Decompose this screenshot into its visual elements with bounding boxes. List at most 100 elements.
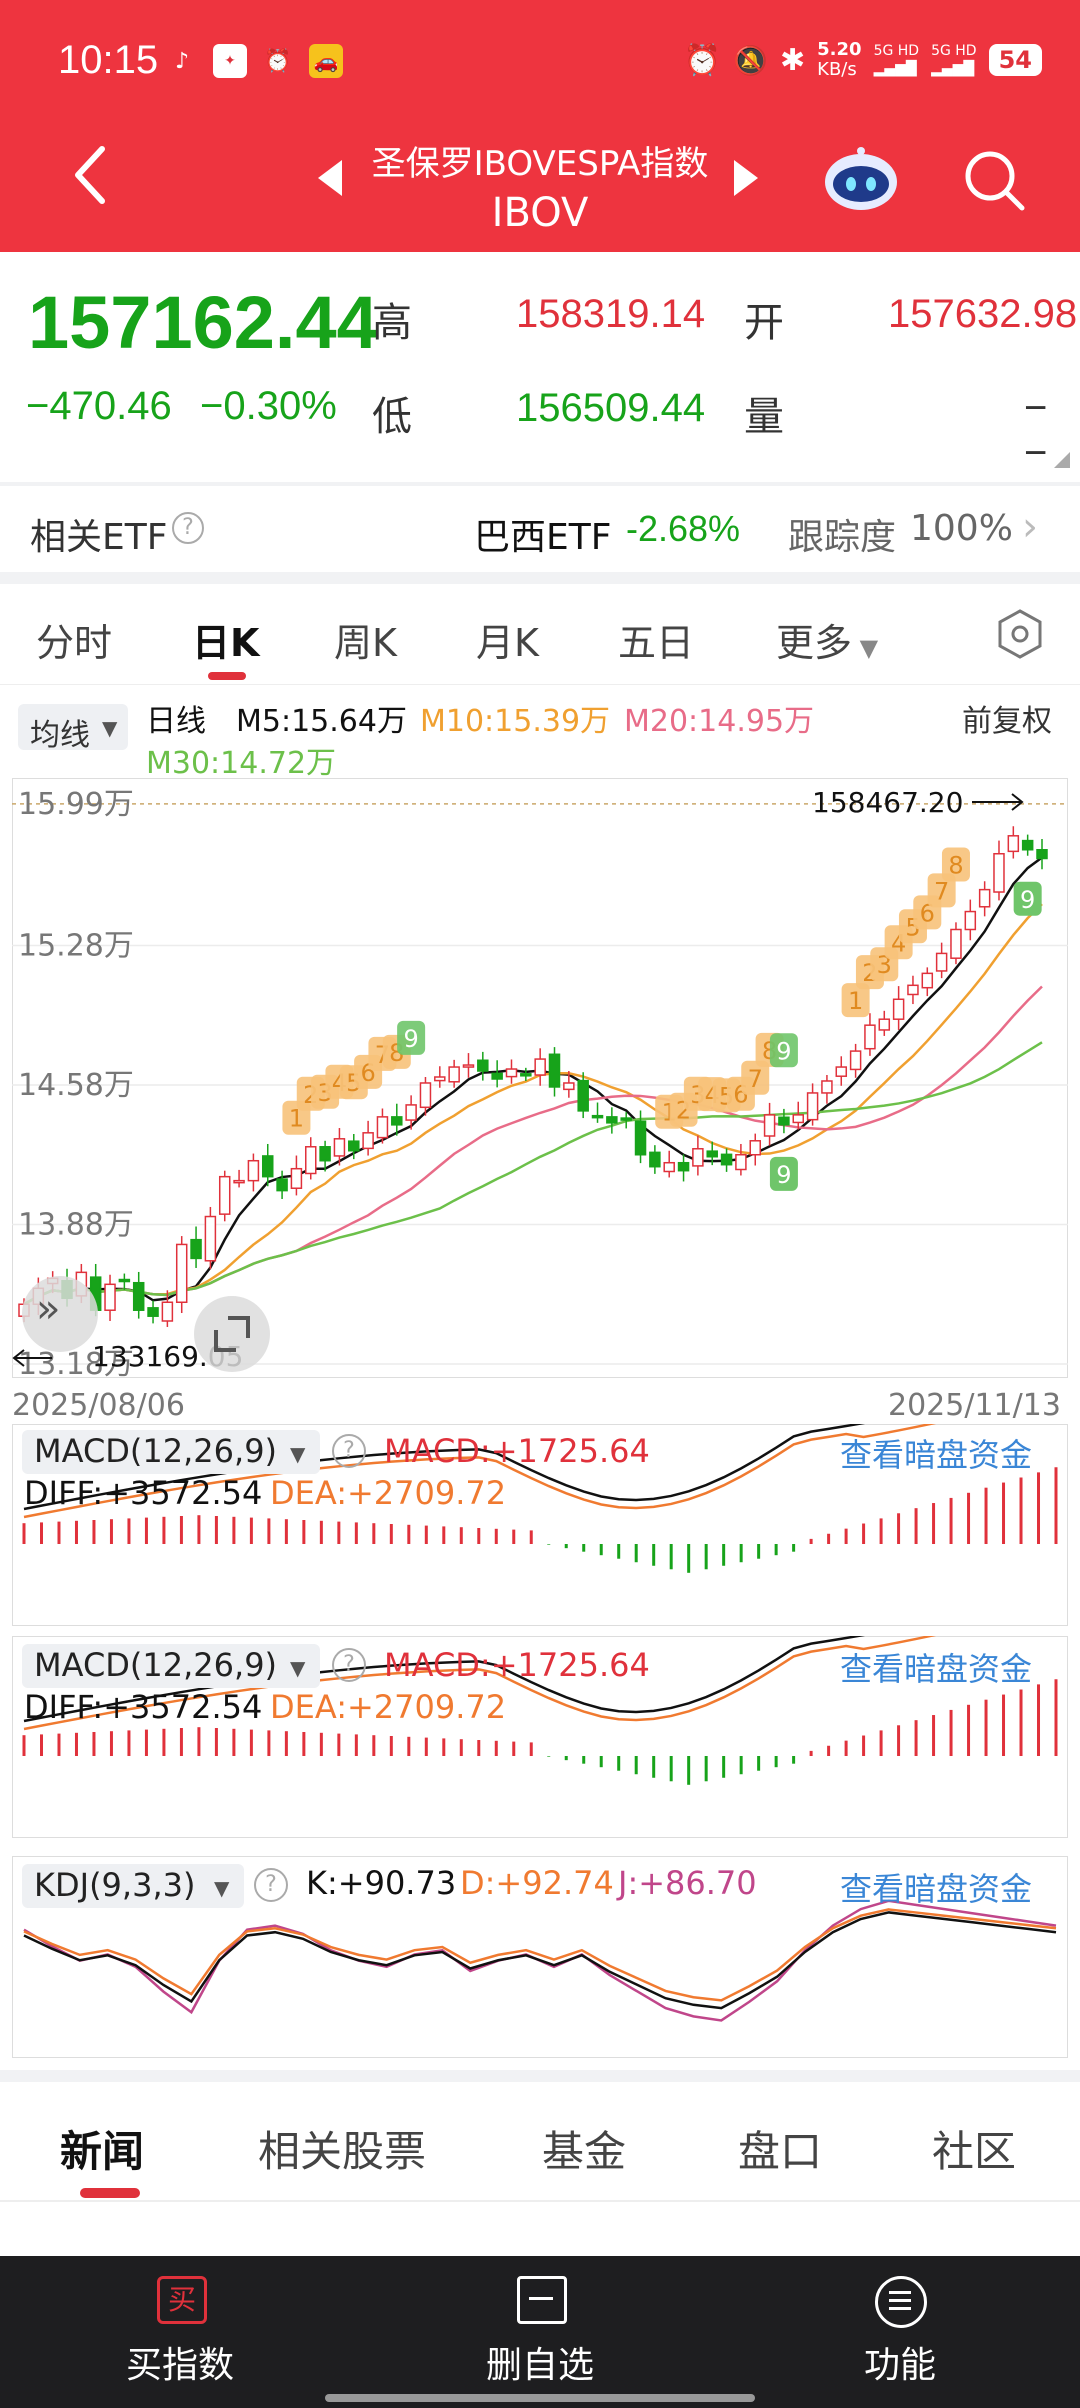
candle [492, 1060, 502, 1087]
remove-watchlist-button[interactable]: 删自选 [430, 2276, 650, 2388]
indicator-type-select[interactable]: 均线 ▼ [18, 704, 128, 750]
ma5-line [24, 857, 1042, 1304]
scroll-left-button[interactable]: » [22, 1276, 98, 1352]
candle-body [980, 890, 990, 907]
k-line [24, 1912, 1056, 2008]
candle [234, 1170, 244, 1188]
signal-number: 9 [403, 1025, 418, 1053]
adjust-mode[interactable]: 前复权 [962, 696, 1052, 740]
candle-body [420, 1083, 430, 1107]
help-icon[interactable]: ? [332, 1648, 366, 1682]
dropdown-triangle-icon: ▼ [290, 1442, 305, 1466]
volume-label: 量 [744, 384, 784, 442]
tiktok-icon: ♪ [165, 44, 199, 78]
candle-body [521, 1074, 531, 1076]
help-icon[interactable]: ? [254, 1868, 288, 1902]
tab-community[interactable]: 社区 [932, 2118, 1016, 2179]
tab-timeshare[interactable]: 分时 [36, 612, 112, 667]
tab-monthly-k[interactable]: 月K [476, 612, 539, 667]
tab-more[interactable]: 更多 ▼ [776, 612, 878, 667]
tab-five-day[interactable]: 五日 [618, 612, 694, 667]
alarm-clock-icon: ⏰ [261, 44, 295, 78]
current-price: 157162.44 [28, 280, 378, 365]
tab-daily-k[interactable]: 日K [192, 612, 259, 667]
back-arrow-icon[interactable] [70, 145, 110, 205]
candle-body [191, 1240, 201, 1259]
dark-pool-link[interactable]: 查看暗盘资金 [840, 1430, 1032, 1476]
price-change-percent: −0.30% [200, 384, 337, 429]
macd-select-2[interactable]: MACD(12,26,9) ▼ [22, 1644, 320, 1688]
help-icon[interactable]: ? [172, 512, 204, 544]
dropdown-triangle-icon: ▼ [214, 1876, 229, 1900]
index-code: IBOV [360, 190, 720, 236]
function-menu-button[interactable]: 功能 [790, 2276, 1010, 2388]
etf-change: -2.68% [626, 508, 740, 550]
candle-body [492, 1073, 502, 1079]
dropdown-triangle-icon: ▼ [102, 716, 117, 740]
alarm-icon: ⏰ [684, 43, 721, 78]
signal-number: 9 [1020, 886, 1035, 914]
chart-end-date: 2025/11/13 [888, 1388, 1061, 1423]
ma20-value: M20:14.95万 [624, 696, 814, 740]
candle [750, 1134, 760, 1166]
related-etf-row[interactable]: 相关ETF ? 巴西ETF -2.68% 跟踪度 100% › [0, 490, 1080, 570]
content-tabs: 新闻 相关股票 基金 盘口 社区 [0, 2088, 1080, 2198]
buy-index-button[interactable]: 买 买指数 [70, 2276, 290, 2388]
candle-body [707, 1151, 717, 1157]
candle [406, 1095, 416, 1129]
tab-funds[interactable]: 基金 [542, 2118, 626, 2179]
help-icon[interactable]: ? [332, 1434, 366, 1468]
candle [779, 1109, 789, 1133]
dea-value: DEA:+2709.72 [270, 1474, 506, 1512]
candle [607, 1107, 617, 1133]
candle [765, 1103, 775, 1146]
candle [937, 943, 947, 978]
dark-pool-link[interactable]: 查看暗盘资金 [840, 1864, 1032, 1910]
kdj-select[interactable]: KDJ(9,3,3) ▼ [22, 1864, 244, 1908]
next-index-arrow-icon[interactable] [734, 160, 758, 196]
candle [1037, 839, 1047, 869]
bottom-action-bar: 买 买指数 删自选 功能 [0, 2256, 1080, 2408]
macd-select-1[interactable]: MACD(12,26,9) ▼ [22, 1430, 320, 1474]
candle [693, 1136, 703, 1176]
candle [980, 881, 990, 916]
candle-body [234, 1181, 244, 1183]
candle-body [306, 1147, 316, 1174]
signal-number: 9 [776, 1161, 791, 1189]
candle [478, 1052, 488, 1081]
tab-related-stocks[interactable]: 相关股票 [258, 2118, 426, 2179]
home-indicator [325, 2394, 755, 2402]
candle [894, 986, 904, 1030]
divider [0, 2070, 1080, 2082]
candle-body [793, 1115, 803, 1123]
quote-panel: 157162.44 −470.46 −0.30% 高 158319.14 开 1… [0, 252, 1080, 482]
active-tab-indicator [208, 672, 246, 680]
divider [0, 572, 1080, 584]
dark-pool-link[interactable]: 查看暗盘资金 [840, 1644, 1032, 1690]
expand-corner-icon[interactable] [1054, 452, 1070, 468]
ai-assistant-robot-icon[interactable] [822, 146, 900, 212]
candle [1023, 835, 1033, 856]
search-icon[interactable] [962, 148, 1026, 212]
j-value: J:+86.70 [618, 1864, 757, 1902]
macd-value: MACD:+1725.64 [384, 1646, 650, 1684]
tab-news[interactable]: 新闻 [60, 2118, 144, 2179]
status-bar: 10:15 ♪ ✦ ⏰ 🚗 ⏰ 🔕 ✱ 5.20 KB/s 5G HD ▂▄▆█ 5… [0, 0, 1080, 120]
candle-body [105, 1284, 115, 1310]
tab-weekly-k[interactable]: 周K [334, 612, 397, 667]
settings-hexagon-icon[interactable] [994, 608, 1046, 660]
prev-index-arrow-icon[interactable] [318, 160, 342, 196]
candle-body [277, 1179, 287, 1191]
tab-order-book[interactable]: 盘口 [738, 2118, 822, 2179]
candle-body [865, 1025, 875, 1049]
candle [134, 1272, 144, 1319]
app-icon: ✦ [213, 44, 247, 78]
signal-icon: 5G HD ▂▄▆█ [874, 42, 920, 78]
status-app-icons: ♪ ✦ ⏰ 🚗 [165, 44, 343, 78]
signal-number: 7 [934, 877, 949, 905]
max-price-label: 158467.20 [812, 786, 963, 819]
candle [205, 1207, 215, 1269]
candle-body [951, 929, 961, 958]
fullscreen-button[interactable] [194, 1296, 270, 1372]
